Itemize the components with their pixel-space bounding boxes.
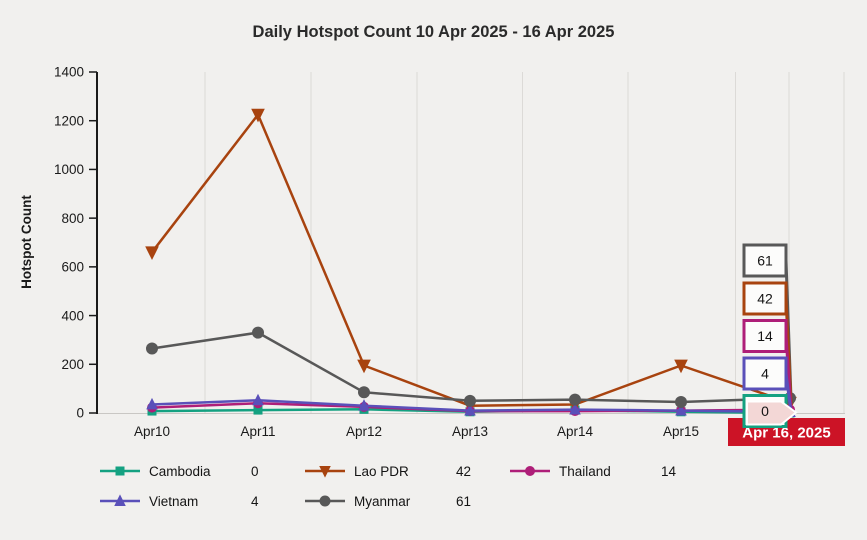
data-point[interactable] xyxy=(358,386,370,399)
y-tick-label: 800 xyxy=(61,211,84,226)
legend-label: Vietnam xyxy=(149,493,199,509)
series-line xyxy=(151,113,791,407)
legend-value: 0 xyxy=(251,463,259,479)
legend-marker-cambodia xyxy=(100,466,140,476)
series-lao-pdr xyxy=(145,108,797,414)
y-axis-title: Hotspot Count xyxy=(19,195,34,289)
callout-box-vietnam: 4 xyxy=(742,356,788,391)
callout-box-myanmar: 61 xyxy=(742,243,788,278)
data-point[interactable] xyxy=(675,396,687,409)
y-tick-label: 0 xyxy=(76,406,84,421)
data-point xyxy=(114,494,126,506)
legend-label: Cambodia xyxy=(149,463,211,479)
legend-label: Lao PDR xyxy=(354,463,409,479)
y-tick-label: 1000 xyxy=(54,162,84,177)
data-point[interactable] xyxy=(674,359,688,374)
legend-label: Myanmar xyxy=(354,493,411,509)
data-point xyxy=(319,495,331,507)
data-point[interactable] xyxy=(464,403,476,416)
x-tick-label: Apr13 xyxy=(452,424,488,439)
callout-value: 42 xyxy=(757,290,773,306)
legend-marker-thailand xyxy=(510,466,550,476)
x-tick-label: Apr12 xyxy=(346,424,382,439)
x-tick-label: Apr10 xyxy=(134,424,170,439)
y-tick-label: 200 xyxy=(61,357,84,372)
x-tick-label: Apr14 xyxy=(557,424,594,439)
chart-legend: Cambodia 0 Lao PDR 42 Thailand 14 Vietnam 4 Myan… xyxy=(98,463,723,509)
callout-value: 14 xyxy=(757,328,773,344)
callout-box-thailand: 14 xyxy=(742,319,788,353)
x-tick-label: Apr11 xyxy=(240,424,275,439)
data-point[interactable] xyxy=(252,326,264,339)
callout-value: 4 xyxy=(761,365,769,381)
data-point[interactable] xyxy=(146,342,158,355)
y-tick-label: 1400 xyxy=(54,65,84,80)
legend-item-vietnam[interactable]: Vietnam 4 xyxy=(98,493,303,509)
data-point xyxy=(115,466,125,476)
series-myanmar xyxy=(146,326,796,409)
data-point[interactable] xyxy=(464,394,476,407)
data-point[interactable] xyxy=(252,393,264,406)
data-point[interactable] xyxy=(251,108,265,123)
legend-value: 42 xyxy=(456,463,472,479)
callout-pointer xyxy=(746,400,798,426)
data-point[interactable] xyxy=(569,393,581,406)
legend-value: 14 xyxy=(661,463,677,479)
x-tick-label: Apr15 xyxy=(663,424,699,439)
data-point[interactable] xyxy=(253,405,263,415)
y-tick-label: 600 xyxy=(61,260,84,275)
data-point[interactable] xyxy=(358,399,370,411)
legend-item-lao-pdr[interactable]: Lao PDR 42 xyxy=(303,463,508,479)
chart-title: Daily Hotspot Count 10 Apr 2025 - 16 Apr… xyxy=(252,23,615,41)
callout-box-lao-pdr: 42 xyxy=(742,281,788,316)
legend-marker-vietnam xyxy=(100,494,140,506)
legend-marker-myanmar xyxy=(305,495,345,507)
legend-label: Thailand xyxy=(559,463,611,479)
legend-item-thailand[interactable]: Thailand 14 xyxy=(508,463,723,479)
data-point[interactable] xyxy=(146,397,158,410)
y-tick-label: 400 xyxy=(61,308,84,323)
data-point xyxy=(319,466,331,478)
callout-value: 61 xyxy=(757,252,773,268)
y-tick-label: 1200 xyxy=(54,113,84,128)
callout-value: 0 xyxy=(761,403,769,419)
legend-item-myanmar[interactable]: Myanmar 61 xyxy=(303,493,508,509)
highlighted-date-label: Apr 16, 2025 xyxy=(742,424,830,441)
legend-value: 4 xyxy=(251,493,259,509)
callout-box-cambodia: 0 xyxy=(742,394,798,428)
data-point[interactable] xyxy=(357,359,371,374)
series-line xyxy=(151,331,791,404)
data-point[interactable] xyxy=(569,402,581,415)
legend-marker-lao-pdr xyxy=(305,466,345,478)
data-point[interactable] xyxy=(145,246,159,261)
data-point xyxy=(525,466,535,476)
legend-item-cambodia[interactable]: Cambodia 0 xyxy=(98,463,303,479)
legend-value: 61 xyxy=(456,493,472,509)
data-point[interactable] xyxy=(675,403,687,416)
